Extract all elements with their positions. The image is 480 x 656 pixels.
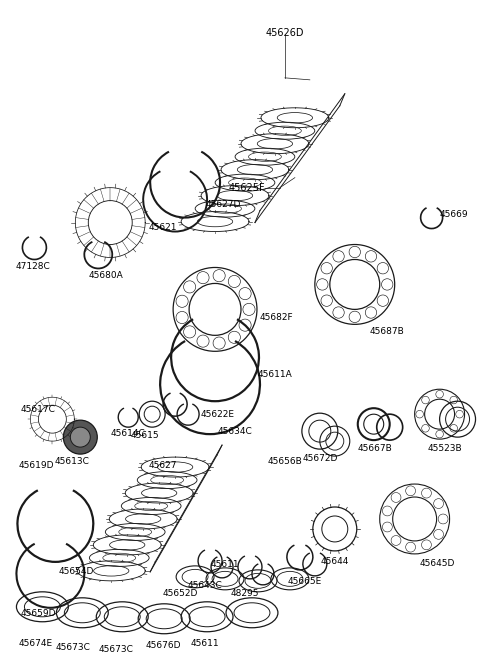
Text: 45625F: 45625F — [228, 182, 265, 193]
Text: 45652D: 45652D — [162, 589, 198, 598]
Text: 45676D: 45676D — [145, 641, 180, 649]
Text: 45523B: 45523B — [427, 444, 462, 453]
Text: 45621: 45621 — [148, 223, 177, 232]
Text: 45627: 45627 — [148, 461, 177, 470]
Text: 45669: 45669 — [440, 210, 468, 219]
Text: 45617C: 45617C — [21, 405, 55, 414]
Text: 45687B: 45687B — [370, 327, 405, 337]
Text: 45645D: 45645D — [420, 559, 455, 568]
Text: 45626D: 45626D — [265, 28, 304, 38]
Text: 45656B: 45656B — [268, 457, 303, 466]
Text: 45673C: 45673C — [98, 645, 133, 654]
Text: 47128C: 47128C — [15, 262, 50, 272]
Text: 45665E: 45665E — [288, 577, 322, 586]
Text: 45627D: 45627D — [205, 200, 240, 209]
Text: 45611: 45611 — [190, 639, 219, 647]
Text: 45622E: 45622E — [200, 410, 234, 419]
Text: 45643C: 45643C — [188, 581, 222, 590]
Text: 45613C: 45613C — [55, 457, 90, 466]
Text: 45611A: 45611A — [258, 370, 293, 379]
Text: 45654D: 45654D — [59, 567, 94, 576]
Text: 45634C: 45634C — [218, 427, 253, 436]
Text: 45614C: 45614C — [110, 429, 145, 438]
Text: 45644: 45644 — [321, 557, 349, 566]
Text: 45674E: 45674E — [18, 639, 53, 647]
Circle shape — [71, 427, 90, 447]
Text: 45680A: 45680A — [88, 272, 123, 281]
Text: 45672D: 45672D — [302, 454, 337, 463]
Text: 45673C: 45673C — [55, 643, 90, 651]
Text: 45615: 45615 — [131, 431, 159, 440]
Circle shape — [63, 420, 97, 454]
Text: 45667B: 45667B — [357, 444, 392, 453]
Text: 45659D: 45659D — [21, 609, 56, 618]
Text: 45619D: 45619D — [18, 461, 54, 470]
Text: 48295: 48295 — [231, 589, 259, 598]
Text: 45682F: 45682F — [260, 313, 294, 322]
Text: 45611: 45611 — [211, 560, 240, 569]
